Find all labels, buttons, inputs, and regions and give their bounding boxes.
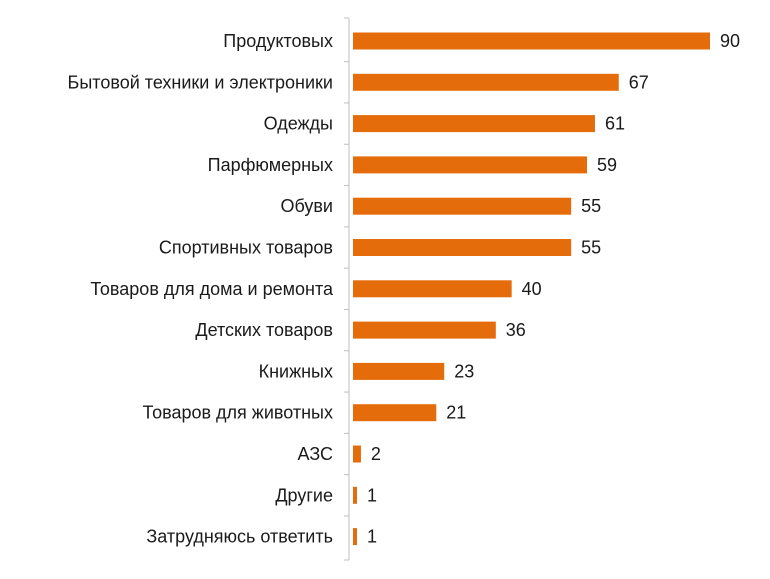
bar xyxy=(353,115,595,133)
category-label: АЗС xyxy=(298,444,333,464)
category-label: Другие xyxy=(275,485,333,505)
value-label: 55 xyxy=(581,196,601,216)
value-label: 23 xyxy=(454,361,474,381)
category-label: Детских товаров xyxy=(195,320,333,340)
value-label: 21 xyxy=(446,403,466,423)
bar xyxy=(353,362,445,380)
value-label: 1 xyxy=(367,485,377,505)
value-label: 2 xyxy=(371,444,381,464)
category-label: Товаров для дома и ремонта xyxy=(90,279,334,299)
bar xyxy=(353,528,357,546)
category-label: Продуктовых xyxy=(223,31,333,51)
bar xyxy=(353,197,572,215)
bar xyxy=(353,486,357,504)
category-labels-group: Продуктовых Бытовой техники и электроники… xyxy=(68,31,334,547)
value-label: 61 xyxy=(605,114,625,134)
value-label: 1 xyxy=(367,527,377,547)
value-label: 59 xyxy=(597,155,617,175)
value-label: 67 xyxy=(629,72,649,92)
value-label: 55 xyxy=(581,238,601,258)
bar xyxy=(353,73,619,91)
value-label: 40 xyxy=(522,279,542,299)
value-label: 36 xyxy=(506,320,526,340)
bars-group xyxy=(353,32,710,546)
value-label: 90 xyxy=(720,31,740,51)
bar xyxy=(353,445,361,463)
category-label: Книжных xyxy=(259,361,333,381)
bar xyxy=(353,404,437,422)
category-label: Затрудняюсь ответить xyxy=(146,527,333,547)
bar xyxy=(353,32,710,50)
category-axis-ticks xyxy=(344,17,349,561)
bar xyxy=(353,239,572,256)
category-label: Спортивных товаров xyxy=(159,238,333,258)
category-label: Товаров для животных xyxy=(142,403,333,423)
bar xyxy=(353,280,512,298)
category-label: Одежды xyxy=(264,114,333,134)
category-label: Бытовой техники и электроники xyxy=(68,72,333,92)
bar xyxy=(353,156,588,174)
bar xyxy=(353,321,496,339)
category-label: Обуви xyxy=(280,196,333,216)
category-label: Парфюмерных xyxy=(208,155,333,175)
